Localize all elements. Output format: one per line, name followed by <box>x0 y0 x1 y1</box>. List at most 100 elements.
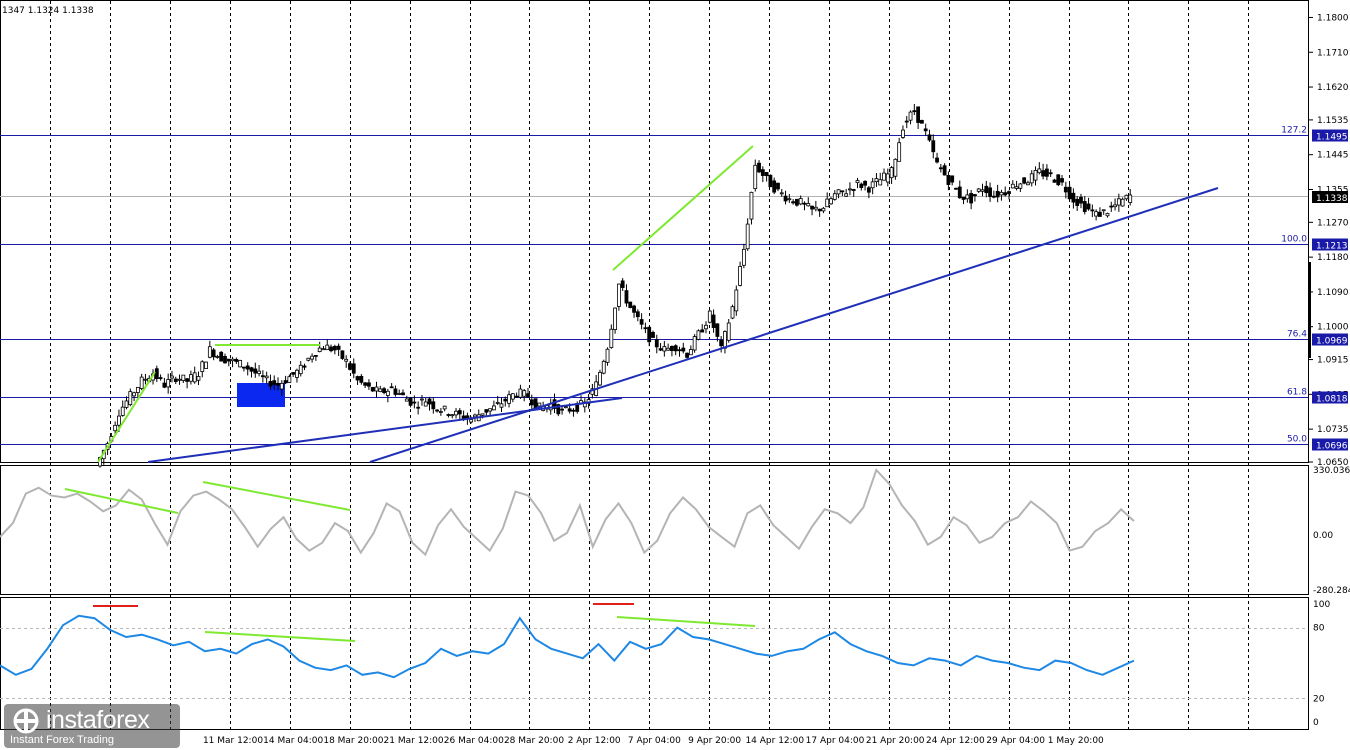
candle-body <box>639 319 644 325</box>
candle-body <box>598 371 602 386</box>
candle-body <box>1075 198 1080 206</box>
price-tick-label: 1.1270 <box>1317 218 1349 228</box>
candle-body <box>302 365 307 368</box>
rsi-levels <box>0 628 1308 699</box>
candle-body <box>730 306 735 319</box>
price-tick-label: 1.0650 <box>1317 458 1349 468</box>
candle-body <box>514 395 519 398</box>
candle-body <box>238 359 243 368</box>
candle-body <box>798 198 803 205</box>
candle-body <box>370 387 375 392</box>
candle-body <box>457 410 462 415</box>
candle-body <box>764 172 769 177</box>
time-tick-label: 21 Apr 20:00 <box>866 736 925 746</box>
candle-body <box>279 382 284 390</box>
candle-body <box>556 404 561 415</box>
candle-body <box>950 175 955 183</box>
candle-body <box>942 165 947 176</box>
candle-body <box>260 375 265 378</box>
candle-body <box>821 207 826 212</box>
demand-zone-box <box>237 383 285 407</box>
fib-value-label: 1.0696 <box>1316 442 1348 452</box>
candle-body <box>609 328 614 348</box>
divergence-line <box>64 488 179 514</box>
candle-body <box>795 198 799 206</box>
candle-body <box>605 348 610 363</box>
fib-value-tag <box>1312 333 1348 346</box>
divergence-line <box>612 145 754 271</box>
candle-body <box>503 398 508 402</box>
candle-body <box>692 336 697 351</box>
candle-body <box>291 372 296 375</box>
candle-body <box>783 195 788 202</box>
candle-body <box>340 350 345 359</box>
candle-body <box>128 391 133 406</box>
candle-body <box>204 361 208 369</box>
price-tick-label: 1.1535 <box>1317 116 1349 126</box>
candle-body <box>1018 183 1023 189</box>
candle-body <box>817 208 822 212</box>
candle-body <box>389 386 394 389</box>
price-candles <box>98 104 1133 468</box>
price-divergence-lines <box>97 145 754 463</box>
candle-body <box>571 409 576 412</box>
candle-body <box>332 345 337 351</box>
candle-body <box>901 129 905 138</box>
candle-body <box>1116 198 1121 206</box>
candle-body <box>616 283 621 307</box>
candle-body <box>878 179 883 186</box>
time-tick-label: 26 Mar 04:00 <box>444 736 504 746</box>
fib-level-label: 100.0 <box>1281 235 1307 245</box>
candle-body <box>367 382 371 387</box>
candle-body <box>1014 186 1019 189</box>
candle-body <box>882 172 886 181</box>
candle-body <box>420 398 424 401</box>
candle-body <box>242 366 246 369</box>
candle-body <box>851 189 856 191</box>
candle-body <box>162 382 167 388</box>
candle-body <box>363 382 368 386</box>
rsi-tick-label: 100 <box>1313 600 1330 610</box>
candle-body <box>620 280 625 288</box>
candle-body <box>863 180 867 186</box>
candle-body <box>1067 186 1072 200</box>
candle-body <box>810 205 814 210</box>
candle-body <box>870 181 875 189</box>
rsi-divergence-lines <box>204 616 756 642</box>
candle-body <box>1101 209 1106 212</box>
current-price-tag: 1.1338 <box>1312 191 1348 204</box>
candle-body <box>378 388 383 393</box>
candle-body <box>177 378 182 381</box>
candle-body <box>916 106 921 123</box>
price-tick-label: 1.1710 <box>1317 48 1349 58</box>
candle-body <box>401 392 405 396</box>
candle-body <box>1109 205 1114 208</box>
candle-body <box>529 399 534 406</box>
cci-tick-label: -280.2849 <box>1313 586 1350 596</box>
price-tick-label: 1.1445 <box>1317 151 1349 161</box>
candle-body <box>219 351 224 362</box>
instaforex-logo: instaforex Instant Forex Trading <box>4 704 180 748</box>
candle-body <box>919 120 924 124</box>
divergence-line <box>204 631 356 642</box>
candle-body <box>688 349 693 356</box>
candle-body <box>677 349 682 352</box>
candle-body <box>908 111 913 121</box>
time-tick-label: 24 Apr 12:00 <box>926 736 985 746</box>
candle-body <box>632 305 636 313</box>
candle-body <box>522 390 527 397</box>
candle-body <box>757 162 761 173</box>
candle-body <box>173 378 178 382</box>
candle-body <box>999 191 1004 196</box>
candle-body <box>927 134 932 141</box>
candle-body <box>866 187 871 193</box>
time-axis: 11 Mar 12:00 14 Mar 04:00 18 Mar 20:00 21 M… <box>203 736 1104 746</box>
candle-body <box>893 158 898 177</box>
candle-body <box>374 386 379 392</box>
candle-body <box>510 393 515 400</box>
price-tick-label: 1.1800 <box>1317 13 1349 23</box>
candle-body <box>124 400 129 408</box>
candle-body <box>211 349 216 358</box>
candle-body <box>813 206 818 210</box>
price-tick-label: 1.1355 <box>1317 185 1349 195</box>
